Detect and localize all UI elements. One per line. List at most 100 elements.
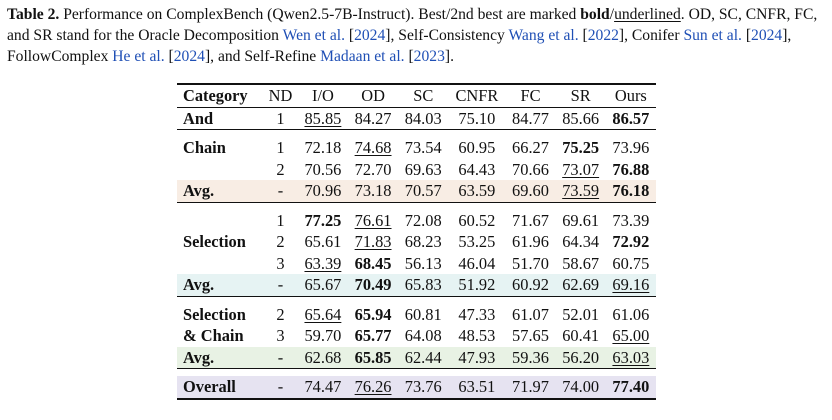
- citation-link[interactable]: Sun et al.: [683, 27, 742, 44]
- value-cell: 57.65: [512, 326, 549, 345]
- average-row: Avg. - 62.68 65.85 62.44 47.93 59.36 56.…: [177, 346, 656, 369]
- table-row: Chain 1 72.18 74.68 73.54 60.95 66.27 75…: [177, 137, 656, 159]
- value-cell: 72.18: [304, 138, 342, 157]
- value-cell: 70.49: [348, 274, 399, 296]
- category-cell: Avg.: [177, 346, 264, 369]
- value-cell: 48.53: [458, 326, 496, 345]
- group-divider: [177, 129, 656, 138]
- value-cell: 84.03: [404, 108, 442, 128]
- citation-link[interactable]: Madaan et al.: [320, 48, 405, 65]
- caption-bold-word: bold: [580, 6, 610, 23]
- nd-cell: 2: [276, 304, 285, 324]
- citation-year-link[interactable]: 2024: [751, 27, 783, 44]
- table-row: 3 63.39 68.45 56.13 46.04 51.70 58.67 60…: [177, 253, 656, 275]
- category-cell: Chain: [183, 138, 226, 157]
- value-cell: 65.00: [612, 326, 650, 345]
- caption-text: , Self-Consistency: [390, 27, 509, 44]
- value-cell: 63.51: [448, 376, 506, 399]
- average-row: Avg. - 70.96 73.18 70.57 63.59 69.60 73.…: [177, 180, 656, 202]
- value-cell: 72.92: [612, 232, 650, 251]
- citation-year-link[interactable]: 2024: [354, 27, 386, 44]
- citation-link[interactable]: He et al.: [112, 48, 165, 65]
- citation-year-link[interactable]: 2022: [587, 27, 619, 44]
- value-cell: 77.25: [304, 210, 342, 230]
- value-cell: 68.23: [404, 232, 442, 251]
- value-cell: 65.83: [398, 274, 449, 296]
- column-header: Category: [183, 86, 248, 105]
- table-row: 2 70.56 72.70 69.63 64.43 70.66 73.07 76…: [177, 159, 656, 181]
- value-cell: 73.76: [398, 376, 449, 399]
- value-cell: 60.52: [458, 210, 496, 230]
- citation-link[interactable]: Wang et al.: [508, 27, 579, 44]
- category-cell: Avg.: [177, 180, 264, 202]
- value-cell: 73.18: [348, 180, 399, 202]
- value-cell: 69.63: [404, 159, 442, 179]
- value-cell: 73.07: [562, 159, 600, 179]
- category-cell: [177, 159, 263, 181]
- value-cell: 61.06: [612, 304, 650, 324]
- nd-cell: -: [263, 180, 298, 202]
- caption-text: , Conifer: [624, 27, 684, 44]
- value-cell: 85.85: [304, 108, 342, 128]
- value-cell: 52.01: [562, 304, 600, 324]
- value-cell: 77.40: [605, 376, 656, 399]
- value-cell: 70.57: [398, 180, 449, 202]
- citation-link[interactable]: Wen et al.: [282, 27, 345, 44]
- caption-text: Performance on ComplexBench (Qwen2.5-7B-…: [59, 6, 581, 23]
- nd-cell: 3: [276, 253, 285, 273]
- citation-year-link[interactable]: 2024: [173, 48, 205, 65]
- value-cell: 46.04: [458, 253, 496, 273]
- value-cell: 63.59: [448, 180, 506, 202]
- value-cell: 68.45: [354, 253, 392, 273]
- value-cell: 56.20: [555, 346, 606, 369]
- citation-year-link[interactable]: 2023: [413, 48, 445, 65]
- value-cell: 76.26: [348, 376, 399, 399]
- value-cell: 71.67: [512, 210, 549, 230]
- value-cell: 70.56: [304, 159, 342, 179]
- value-cell: 73.96: [612, 138, 650, 157]
- value-cell: 65.85: [348, 346, 399, 369]
- value-cell: 69.16: [605, 274, 656, 296]
- value-cell: 53.25: [458, 232, 496, 251]
- value-cell: 76.61: [354, 210, 392, 230]
- overall-row: Overall - 74.47 76.26 73.76 63.51 71.97 …: [177, 376, 656, 399]
- value-cell: 63.39: [304, 253, 342, 273]
- nd-cell: -: [263, 274, 298, 296]
- column-header: SR: [570, 86, 591, 105]
- group-divider: [177, 368, 656, 377]
- value-cell: 64.43: [458, 159, 496, 179]
- value-cell: 65.77: [354, 326, 392, 345]
- value-cell: 72.70: [354, 159, 392, 179]
- value-cell: 47.33: [458, 304, 496, 324]
- nd-cell: 2: [276, 232, 285, 251]
- column-header: I/O: [311, 86, 334, 105]
- value-cell: 84.77: [512, 108, 549, 128]
- results-table: Category ND I/O OD SC CNFR FC SR Ours An…: [177, 83, 656, 400]
- value-cell: 71.97: [505, 376, 556, 399]
- caption-underlined-word: underlined: [614, 6, 681, 23]
- value-cell: 84.27: [354, 108, 392, 128]
- category-cell: [177, 253, 263, 275]
- value-cell: 59.36: [505, 346, 556, 369]
- value-cell: 65.61: [304, 232, 342, 251]
- table-row: Selection 2 65.64 65.94 60.81 47.33 61.0…: [177, 304, 656, 326]
- table-row: And 1 85.85 84.27 84.03 75.10 84.77 85.6…: [177, 107, 656, 130]
- value-cell: 61.96: [512, 232, 549, 251]
- category-cell: And: [183, 108, 214, 128]
- group-divider: [177, 202, 656, 210]
- category-cell: Avg.: [177, 274, 264, 296]
- nd-cell: -: [263, 376, 298, 399]
- value-cell: 74.47: [297, 376, 348, 399]
- value-cell: 51.92: [448, 274, 506, 296]
- table-row: & Chain 3 59.70 65.77 64.08 48.53 57.65 …: [177, 325, 656, 347]
- category-cell: [177, 210, 263, 232]
- value-cell: 72.08: [404, 210, 442, 230]
- value-cell: 60.41: [562, 326, 600, 345]
- value-cell: 85.66: [562, 108, 600, 128]
- value-cell: 61.07: [512, 304, 549, 324]
- value-cell: 69.60: [505, 180, 556, 202]
- table-caption: Table 2. Performance on ComplexBench (Qw…: [7, 6, 818, 65]
- column-header: CNFR: [455, 86, 499, 105]
- nd-cell: 1: [276, 210, 285, 230]
- value-cell: 73.59: [555, 180, 606, 202]
